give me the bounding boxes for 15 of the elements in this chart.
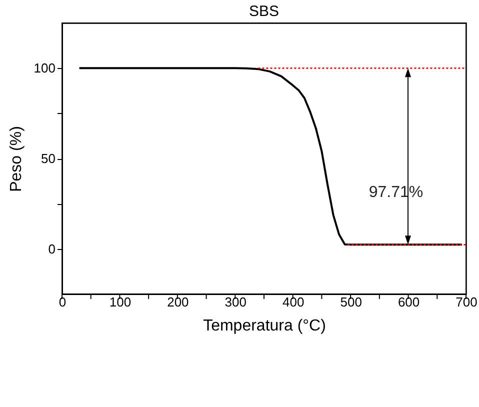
y-axis-title: Peso (%) [8,126,25,192]
y-tick-label: 0 [48,241,56,256]
x-tick-label: 700 [456,294,478,310]
y-tick-label: 100 [34,60,56,76]
line-series [78,67,463,246]
x-tick-label: 0 [58,294,66,310]
chart-title: SBS [248,3,280,20]
x-tick-label: 100 [109,294,132,310]
x-tick-label: 300 [224,294,246,310]
y-tick-label: 50 [41,151,56,166]
x-tick-label: 400 [282,294,304,310]
x-tick-label: 600 [398,294,420,310]
x-tick-label: 500 [340,294,362,310]
x-tick-label: 200 [167,294,189,310]
x-axis-title: Temperatura (°C) [203,318,326,334]
